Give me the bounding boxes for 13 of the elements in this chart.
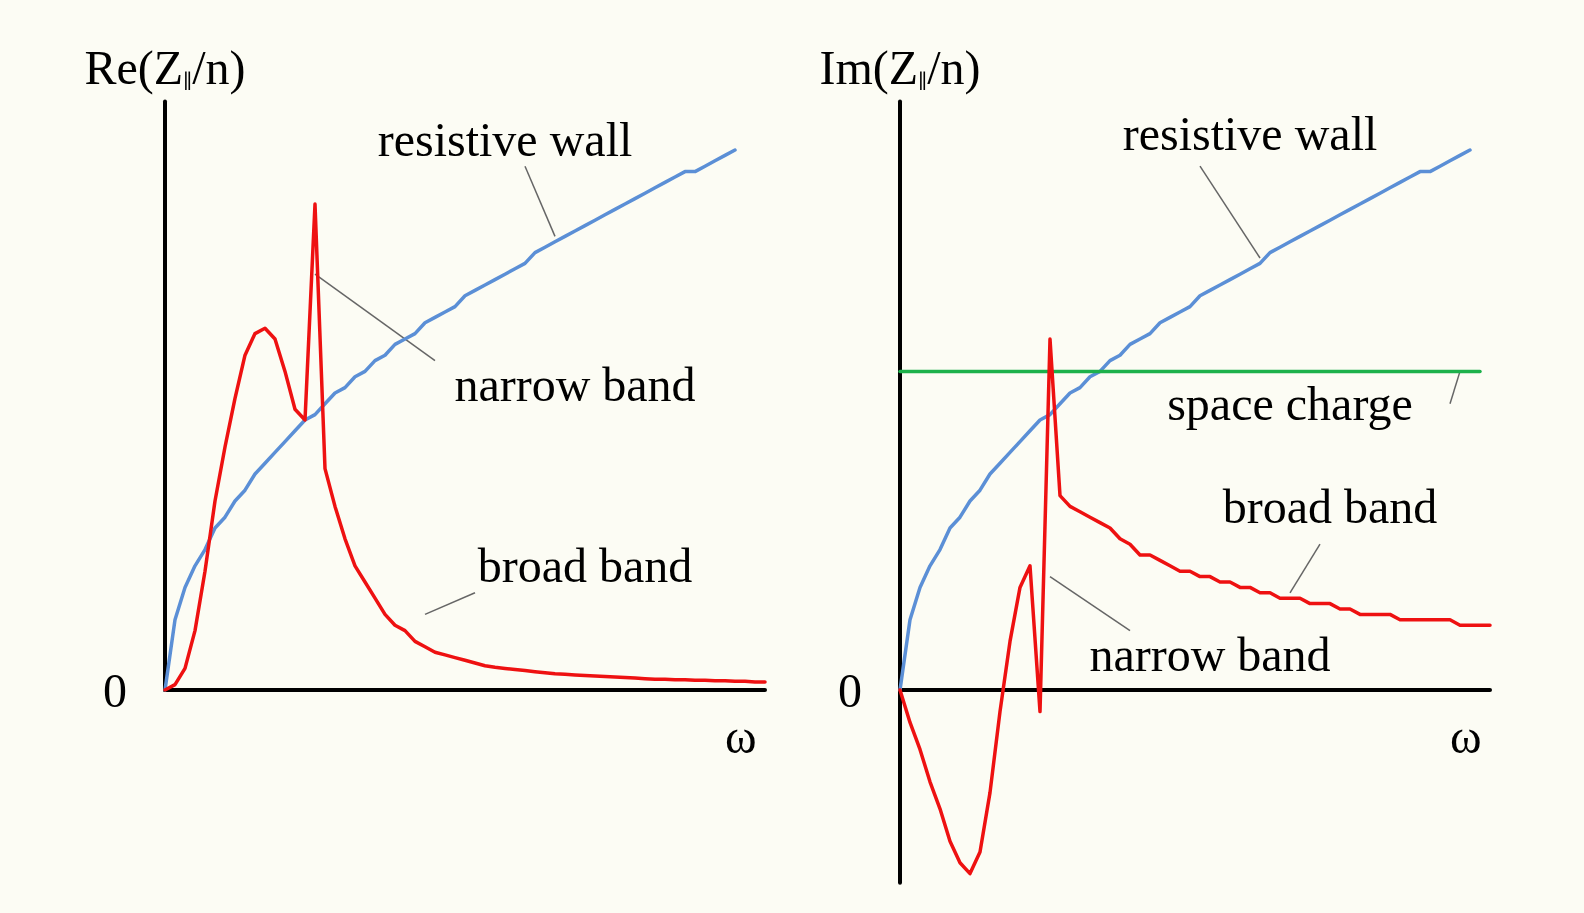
text: 0 xyxy=(838,663,862,717)
annotation: broad band xyxy=(1222,479,1438,533)
annotation: broad band xyxy=(477,539,693,593)
annotation: narrow band xyxy=(454,358,696,412)
text: 0 xyxy=(103,663,127,717)
y-axis-title: Re(Z∥/n) xyxy=(84,40,246,95)
x-axis-title: ω xyxy=(1450,709,1482,763)
series-label: space charge xyxy=(1167,377,1413,431)
x-axis-title: ω xyxy=(725,709,757,763)
annotation: narrow band xyxy=(1089,628,1331,682)
series-label: resistive wall xyxy=(377,112,633,166)
series-label: resistive wall xyxy=(1122,107,1378,161)
y-axis-title: Im(Z∥/n) xyxy=(819,40,981,95)
